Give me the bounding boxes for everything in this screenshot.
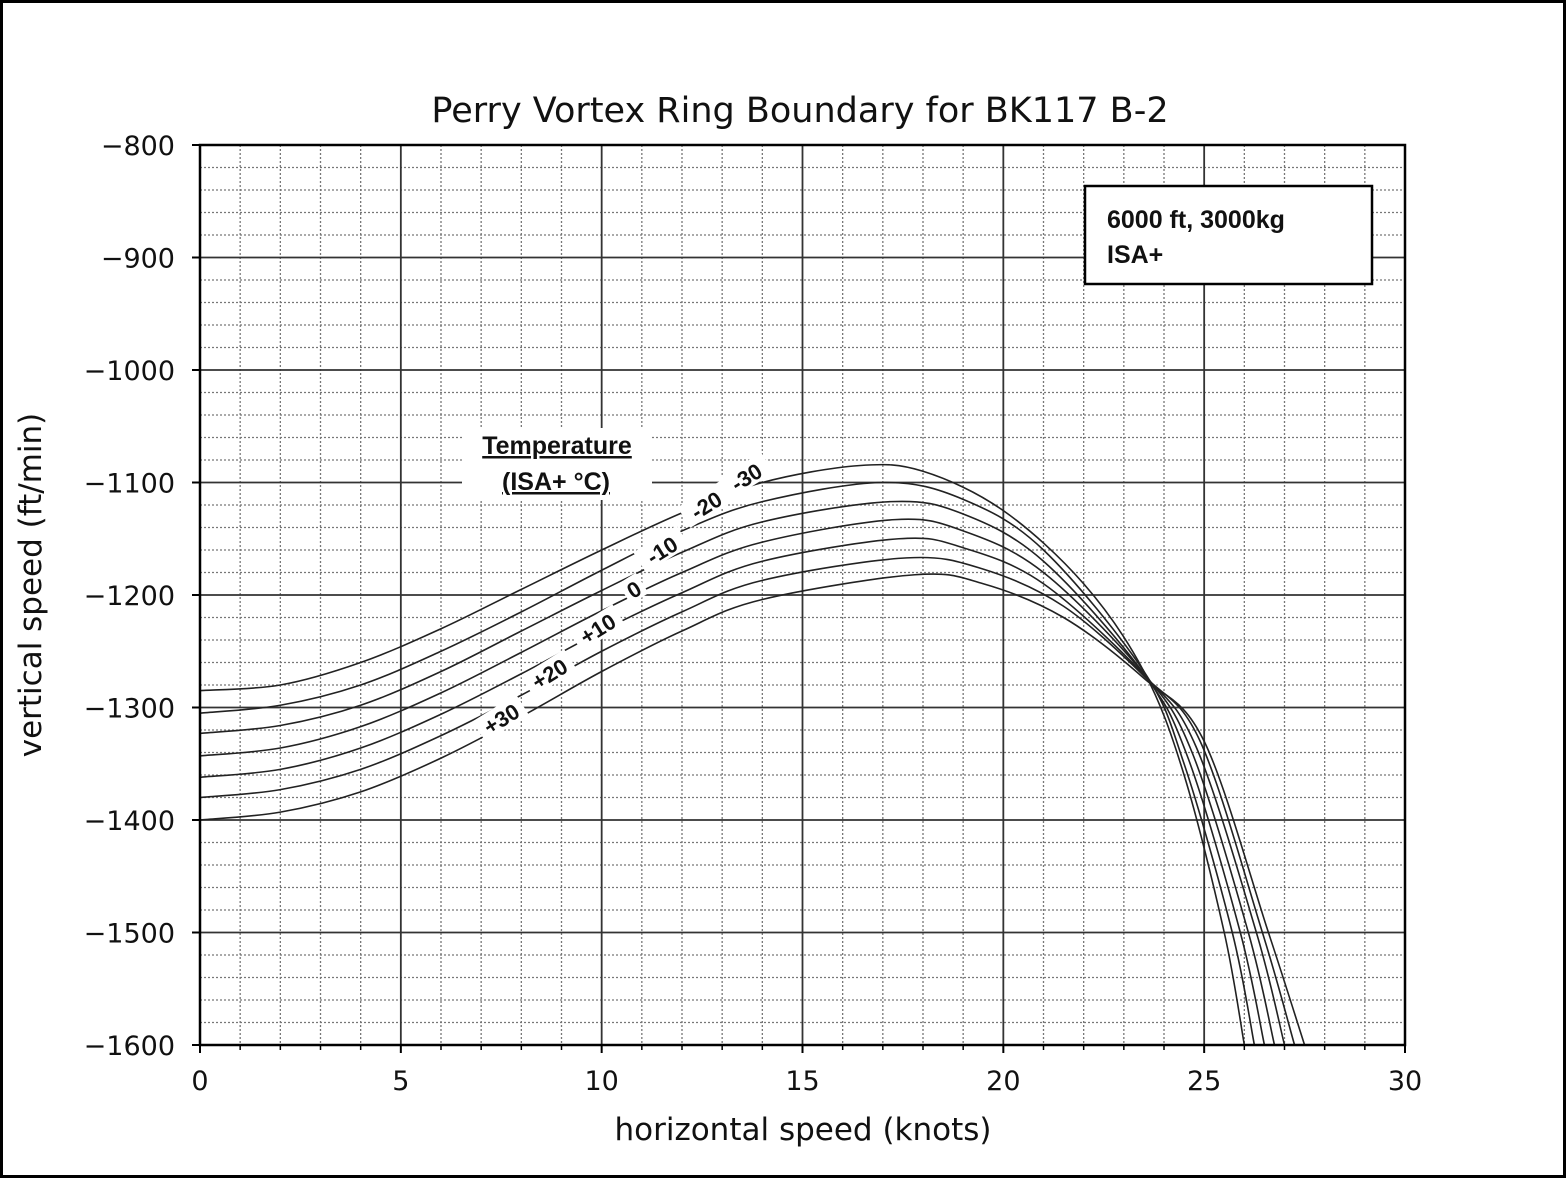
- curve-+20: [199, 556, 1296, 1046]
- curve--20: [199, 481, 1256, 1046]
- y-tick-label: −1300: [84, 694, 175, 725]
- chart-title: Perry Vortex Ring Boundary for BK117 B-2: [431, 91, 1168, 131]
- y-tick-label: −1400: [84, 806, 175, 837]
- curve-+30: [199, 573, 1306, 1046]
- y-tick-label: −800: [101, 131, 175, 162]
- x-axis-label: horizontal speed (knots): [614, 1112, 991, 1148]
- curve-label-background: [717, 452, 774, 500]
- y-tick-label: −900: [101, 244, 175, 275]
- curve-0: [199, 518, 1276, 1046]
- curve-label-group: -10: [633, 525, 690, 573]
- curve-+10: [199, 537, 1286, 1046]
- annotation-box-frame: [1083, 184, 1374, 286]
- curve-label-group: -20: [677, 480, 734, 528]
- curve-label-group: 0: [618, 572, 649, 605]
- x-tick-label: 20: [986, 1066, 1020, 1097]
- curve-label-background: [472, 694, 529, 742]
- annotation-line1: 6000 ft, 3000kg: [1107, 206, 1285, 234]
- ticks: 0 5 10 15 20 25 30 −800 −900 −1000 −1100 −1200 −1300…: [84, 131, 1423, 1097]
- legend-title-line2: (ISA+ °C): [502, 468, 610, 496]
- y-tick-label: −1200: [84, 581, 175, 612]
- x-tick-label: 5: [392, 1066, 409, 1097]
- legend-background: [462, 428, 652, 500]
- y-tick-label: −1000: [84, 356, 175, 387]
- curve--30: [199, 463, 1246, 1046]
- annotation-box: 6000 ft, 3000kg ISA+: [1083, 184, 1374, 286]
- curve-label-background: [633, 525, 690, 573]
- curve-label-background: [618, 572, 649, 605]
- annotation-line2: ISA+: [1107, 241, 1163, 269]
- curve-label-background: [520, 649, 577, 697]
- x-tick-label: 30: [1388, 1066, 1422, 1097]
- curve-label-background: [677, 480, 734, 528]
- x-tick-label: 0: [191, 1066, 208, 1097]
- curve--10: [199, 500, 1266, 1046]
- y-tick-label: −1600: [84, 1031, 175, 1062]
- y-tick-label: −1500: [84, 919, 175, 950]
- temperature-legend: Temperature (ISA+ °C): [462, 428, 652, 500]
- y-axis-label: vertical speed (ft/min): [13, 413, 49, 758]
- curve-label-group: +10: [569, 604, 626, 652]
- x-tick-label: 10: [584, 1066, 618, 1097]
- legend-title-line1: Temperature: [482, 432, 632, 460]
- x-tick-label: 25: [1187, 1066, 1221, 1097]
- curves: [199, 463, 1306, 1046]
- x-tick-label: 15: [785, 1066, 819, 1097]
- curve-label-background: [569, 604, 626, 652]
- y-tick-label: −1100: [84, 469, 175, 500]
